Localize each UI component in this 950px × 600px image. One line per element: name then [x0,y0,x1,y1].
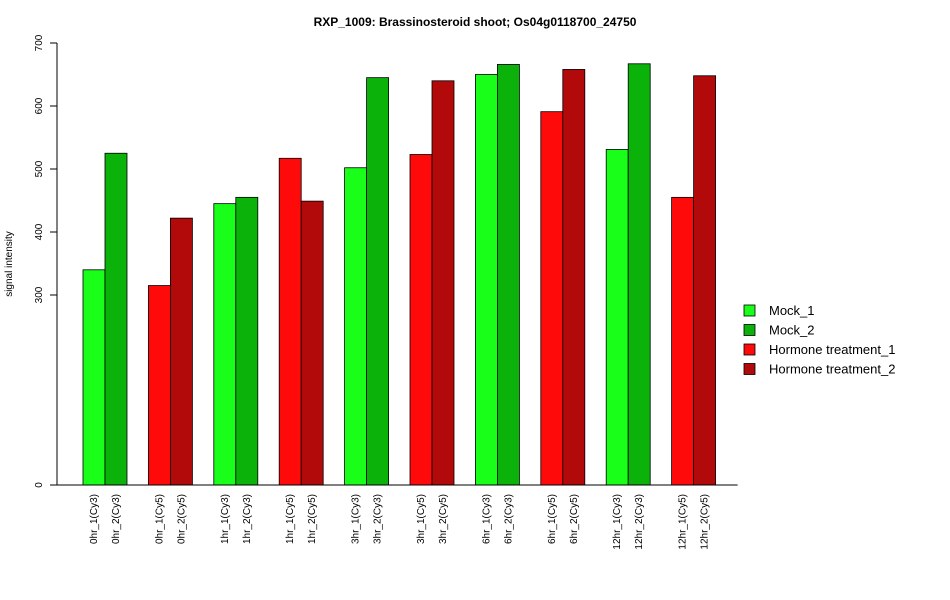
bar [213,203,237,486]
x-tick-label: 12hr_1(Cy3) [612,494,623,550]
bar [235,196,259,486]
x-tick-label: 6hr_1(Cy3) [481,494,492,544]
x-tick-label: 0hr_1(Cy5) [154,494,165,544]
legend-swatch [743,324,756,336]
y-tick-label: 0 [34,482,45,488]
x-tick-label: 6hr_1(Cy5) [547,494,558,544]
x-tick-label: 6hr_2(Cy5) [569,494,580,544]
y-axis: 0 300 400 500 600 700 [34,34,58,488]
y-tick-label: 300 [34,286,45,303]
bar [82,269,106,486]
legend-label: Hormone treatment_2 [769,362,895,377]
x-tick-label: 0hr_1(Cy3) [89,494,100,544]
bar [147,285,171,486]
bar [431,80,455,486]
x-tick-label: 0hr_2(Cy5) [176,494,187,544]
bar [562,69,586,486]
y-tick-label: 700 [34,34,45,51]
bar [409,154,433,486]
y-tick-label: 400 [34,223,45,240]
x-axis: 0hr_1(Cy3) 0hr_2(Cy3) 0hr_1(Cy5) 0hr_2(Cy5)… [57,484,738,550]
x-tick-label: 3hr_1(Cy5) [416,494,427,544]
y-tick-label: 600 [34,97,45,114]
bar [300,200,324,486]
bar [104,152,128,486]
x-tick-label: 1hr_1(Cy3) [220,494,231,544]
bar [693,75,716,486]
legend-label: Mock_2 [769,323,815,338]
bar [474,74,498,486]
x-tick-label: 12hr_2(Cy5) [700,494,711,550]
bar [540,111,564,486]
x-tick-label: 3hr_2(Cy5) [438,494,449,544]
bar [366,77,390,486]
legend-swatch [743,304,756,317]
x-tick-label: 3hr_1(Cy3) [351,494,362,544]
x-tick-label: 0hr_2(Cy3) [111,494,122,544]
x-tick-label: 6hr_2(Cy3) [503,494,514,544]
bar [605,149,629,486]
x-tick-label: 1hr_2(Cy5) [307,494,318,544]
x-tick-label: 12hr_1(Cy5) [678,494,689,550]
x-tick-label: 3hr_2(Cy3) [373,494,384,544]
chart-title: RXP_1009: Brassinosteroid shoot; Os04g01… [314,15,637,29]
bar [671,196,694,486]
legend-label: Hormone treatment_1 [769,342,895,357]
y-axis-label: signal intensity [4,231,15,297]
legend-swatch [743,343,756,356]
x-tick-label: 1hr_1(Cy5) [285,494,296,544]
y-tick-label: 500 [34,160,45,177]
legend: Mock_1 Mock_2 Hormone treatment_1 Hormone t… [743,303,895,377]
bar [627,63,651,486]
x-tick-label: 12hr_2(Cy3) [634,494,645,550]
bars [82,63,716,486]
x-tick-label: 1hr_2(Cy3) [242,494,253,544]
bar [344,167,368,486]
bar [278,157,302,486]
legend-label: Mock_1 [769,303,815,318]
legend-swatch [743,363,756,375]
bar [496,64,520,486]
bar [169,217,193,486]
